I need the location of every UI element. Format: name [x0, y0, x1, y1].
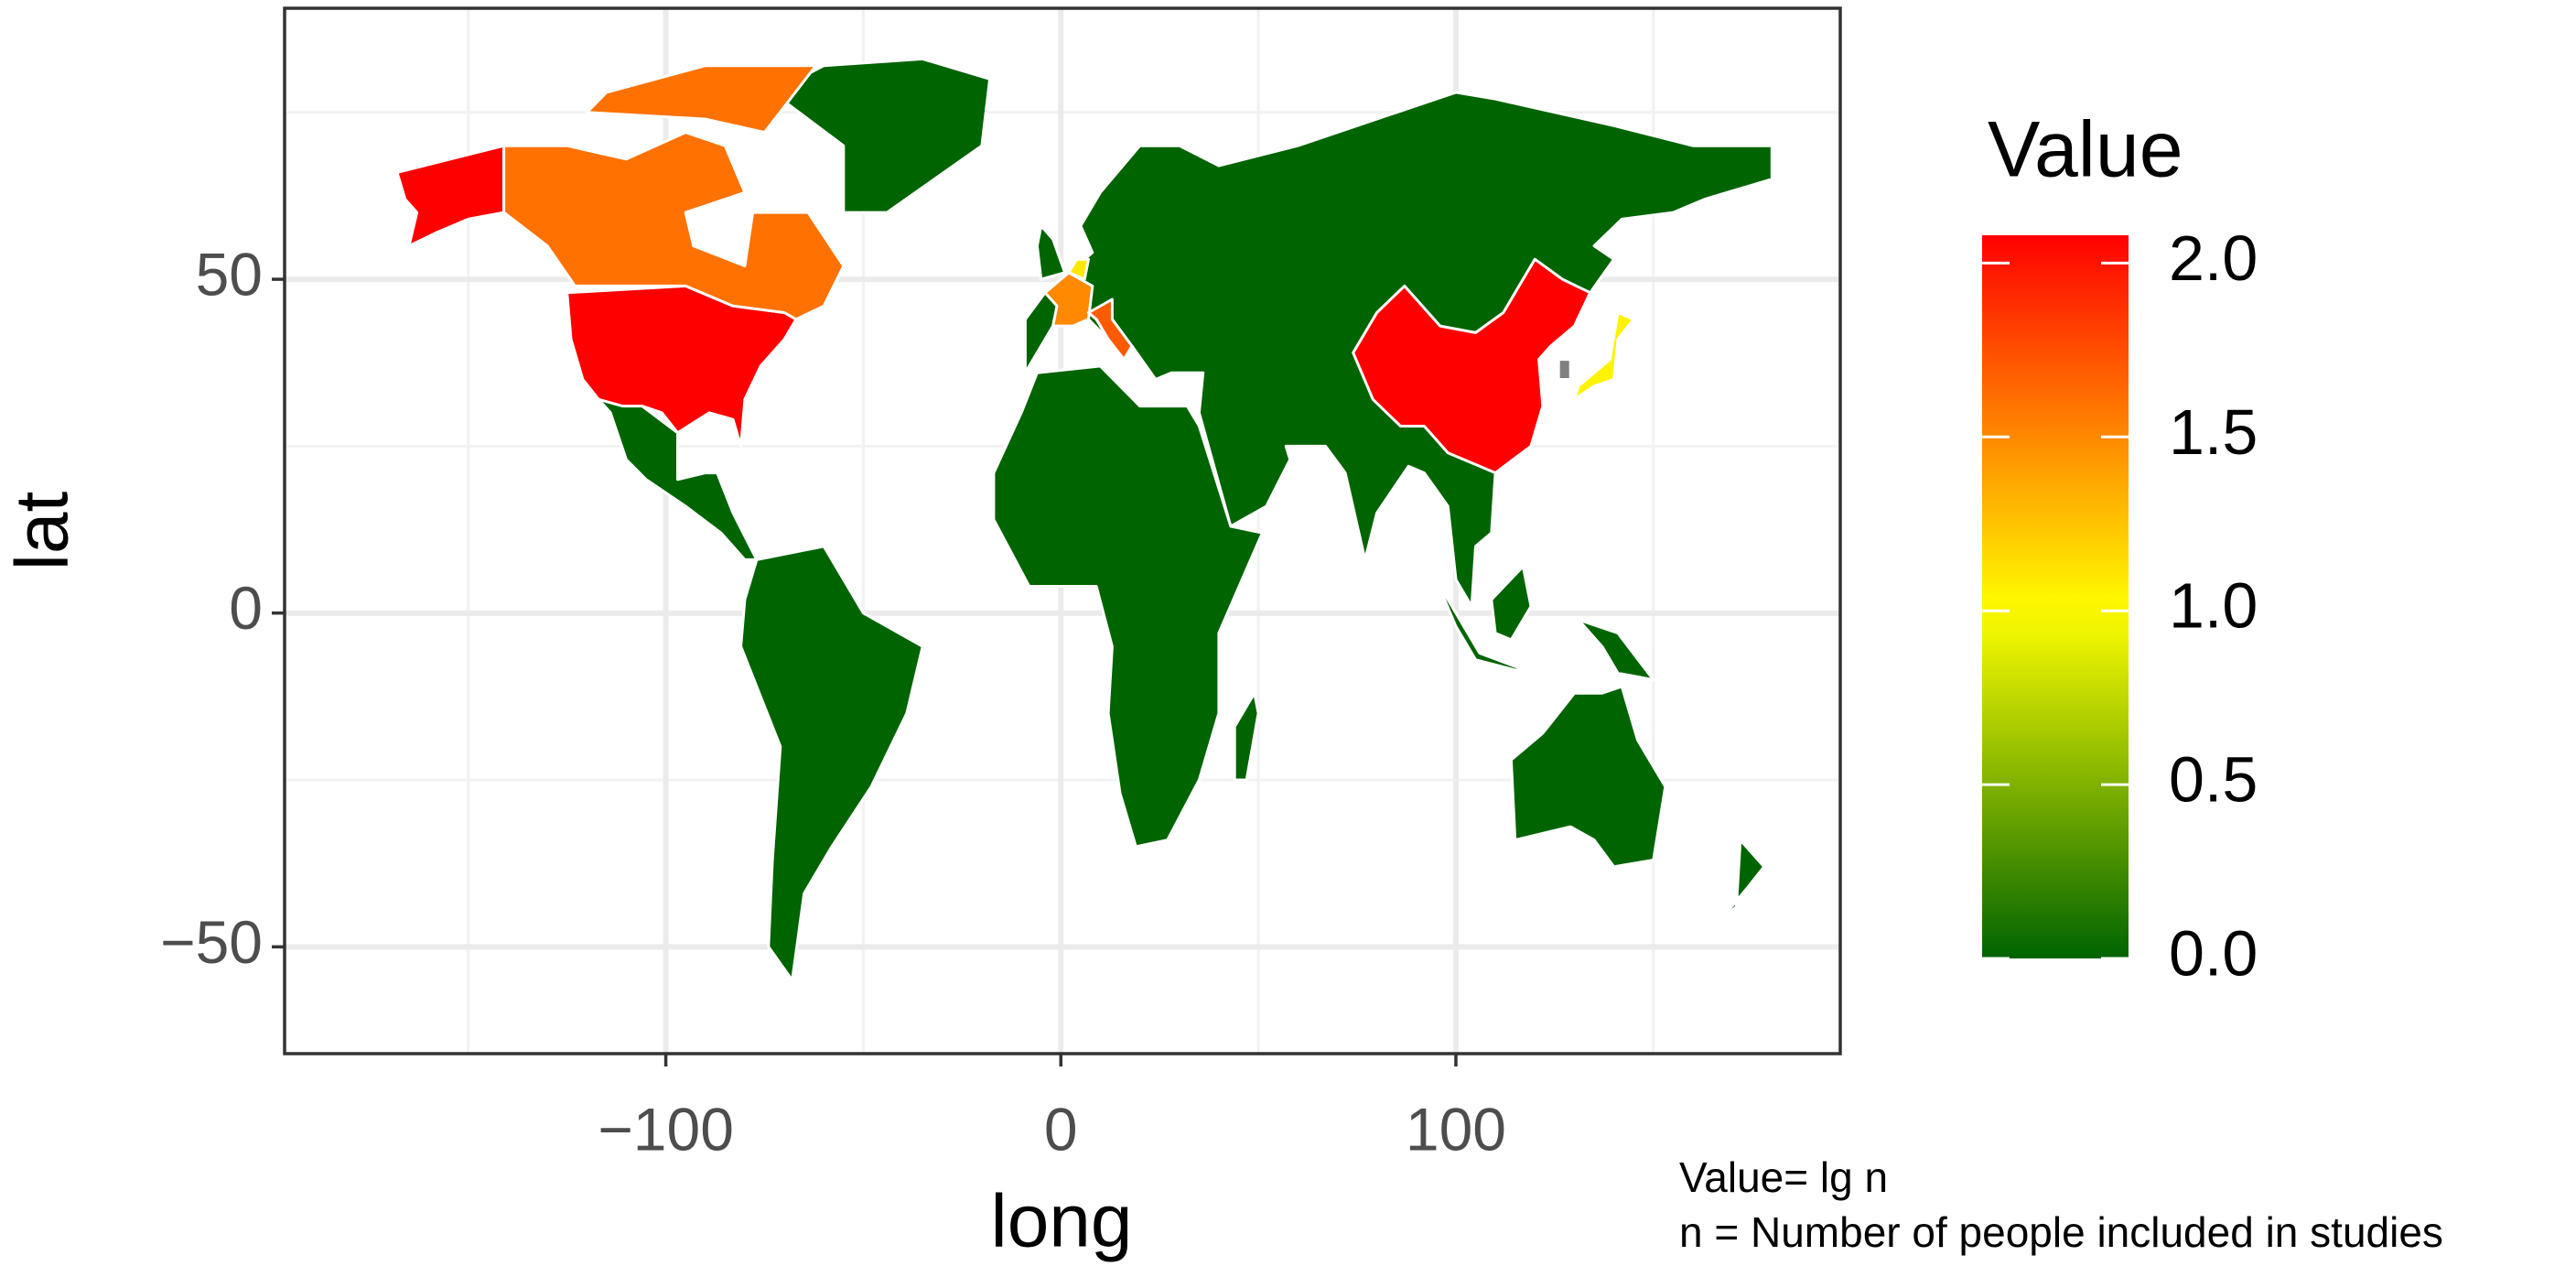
- legend-tick-label: 1.5: [2169, 396, 2258, 468]
- region: [1557, 358, 1572, 381]
- x-tick-label: 0: [1044, 1095, 1078, 1163]
- y-axis-title: lat: [1, 491, 84, 570]
- colorbar: [1982, 235, 2129, 958]
- y-tick-label: 0: [229, 574, 263, 642]
- note: n = Number of people included in studies: [1679, 1208, 2443, 1256]
- x-axis-title: long: [990, 1180, 1132, 1263]
- legend-title: Value: [1988, 106, 2183, 194]
- region: [1352, 257, 1592, 475]
- legend-tick-label: 1.0: [2169, 570, 2258, 642]
- y-tick-label: −50: [160, 908, 263, 976]
- x-tick-label: 100: [1406, 1095, 1506, 1163]
- region: [1087, 298, 1134, 362]
- region: [502, 64, 846, 321]
- x-tick-label: −100: [598, 1095, 734, 1163]
- legend-tick-label: 2.0: [2169, 222, 2258, 294]
- region: [597, 57, 1773, 982]
- legend-tick-label: 0.0: [2169, 917, 2258, 989]
- region: [1573, 311, 1635, 401]
- y-tick-label: 50: [196, 241, 263, 308]
- region: [1067, 257, 1090, 281]
- note: Value= lg n: [1679, 1153, 1888, 1201]
- legend-tick-label: 0.5: [2169, 744, 2258, 816]
